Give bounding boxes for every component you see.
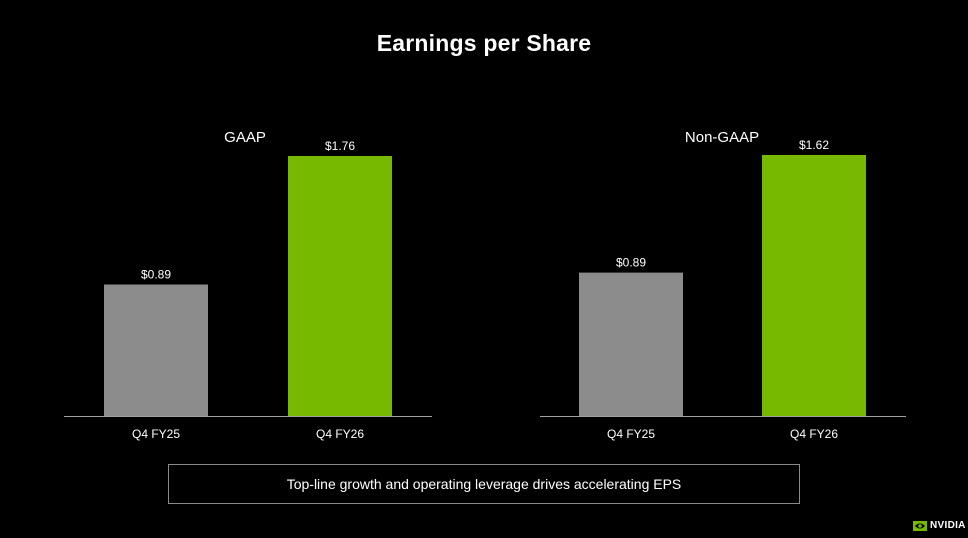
gaap-chart-title: GAAP (224, 129, 266, 146)
gaap-bar-q4-fy26 (288, 156, 392, 416)
non-gaap-chart-title: Non-GAAP (685, 129, 759, 146)
gaap-bar-q4-fy25 (104, 284, 208, 416)
nvidia-logo: NVIDIA (913, 520, 966, 531)
non-gaap-tick-label: Q4 FY25 (607, 427, 655, 441)
non-gaap-bar-q4-fy25 (579, 272, 683, 416)
gaap-data-label: $0.89 (141, 268, 171, 282)
non-gaap-tick-label: Q4 FY26 (790, 427, 838, 441)
gaap-chart: GAAP $0.89 Q4 FY25 $1.76 Q4 FY26 (64, 129, 432, 441)
non-gaap-bar-q4-fy26 (762, 155, 866, 416)
nvidia-eye-icon (913, 520, 927, 531)
page-title: Earnings per Share (376, 30, 592, 56)
non-gaap-data-label: $1.62 (799, 138, 829, 152)
non-gaap-chart: Non-GAAP $0.89 Q4 FY25 $1.62 Q4 FY26 (540, 129, 906, 441)
gaap-tick-label: Q4 FY25 (132, 427, 180, 441)
takeaway-box: Top-line growth and operating leverage d… (168, 464, 800, 504)
non-gaap-data-label: $0.89 (616, 256, 646, 270)
takeaway-text: Top-line growth and operating leverage d… (286, 476, 682, 492)
logo-wordmark: NVIDIA (930, 520, 966, 531)
gaap-data-label: $1.76 (325, 139, 355, 153)
gaap-tick-label: Q4 FY26 (316, 427, 364, 441)
